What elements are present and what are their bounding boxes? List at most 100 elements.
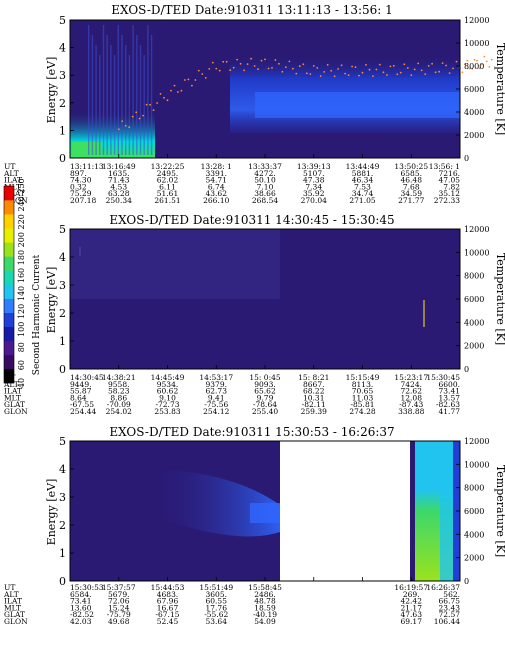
table-cell: 15:44:53 — [151, 583, 185, 592]
table-cell: 13.57 — [439, 393, 461, 402]
table-cell: 15:23:17 — [394, 373, 428, 382]
panel-3-right-cyan — [440, 441, 453, 581]
temperature-point — [473, 58, 476, 61]
energy-tick-label: 3 — [59, 69, 66, 82]
temperature-point — [267, 67, 270, 70]
table-cell: 253.83 — [154, 407, 180, 416]
table-cell: 48.78 — [254, 597, 276, 606]
temperature-point — [292, 67, 294, 70]
temperature-point — [488, 66, 491, 68]
panel-1-info-table: UTALTILATMLTGLATGLON13:11:13897.74.300.3… — [3, 162, 460, 205]
table-cell: 72.62 — [401, 387, 423, 396]
temperature-point — [131, 115, 134, 118]
table-cell: 7.82 — [443, 182, 460, 191]
table-row-label: GLON — [4, 196, 28, 205]
panel-2-info-table: UTALTILATMLTGLATGLON14:30:459449.55.878.… — [3, 373, 460, 416]
temperature-tick-label: 2000 — [464, 342, 484, 351]
table-cell: 9449. — [70, 380, 91, 389]
table-cell: 74.30 — [70, 176, 92, 185]
energy-tick-label: 4 — [59, 42, 66, 55]
table-cell: 13.60 — [70, 603, 92, 612]
temperature-point — [253, 65, 256, 67]
energy-stripe — [132, 25, 134, 155]
table-cell: 3605. — [206, 590, 227, 599]
colorbar-ticks: 40 60 80 100 120 140 160 180 200 220 240 250 — [17, 178, 26, 388]
temperature-point — [285, 66, 287, 68]
energy-stripe — [128, 55, 131, 155]
table-cell: 47.05 — [439, 176, 461, 185]
table-cell: 9093. — [254, 380, 275, 389]
table-cell: 7.53 — [354, 182, 371, 191]
temperature-point — [121, 120, 124, 122]
colorbar-tick-label: 40 — [17, 378, 26, 388]
table-cell: 23.43 — [439, 603, 461, 612]
temperature-point — [211, 61, 214, 64]
temperature-point — [246, 63, 249, 65]
table-cell: 69.17 — [401, 617, 423, 626]
temperature-point — [375, 68, 378, 71]
colorbar-tick-label: 250 — [17, 178, 26, 193]
table-cell: 13:44:49 — [346, 162, 380, 171]
temperature-point — [445, 64, 447, 67]
panel-1-band-core — [255, 92, 460, 118]
temperature-point — [274, 59, 277, 61]
temperature-point — [468, 67, 471, 70]
temperature-tick-label: 8000 — [464, 484, 484, 493]
panel-2-faint-region — [70, 229, 280, 299]
temperature-point — [396, 73, 399, 76]
temperature-tick-label: 0 — [464, 154, 469, 163]
table-cell: 16:26:37 — [426, 583, 460, 592]
panel-2-ylabel: Energy [eV] — [45, 267, 58, 334]
energy-stripe — [143, 55, 145, 155]
table-cell: 62.73 — [206, 387, 228, 396]
table-cell: 13:22:25 — [151, 162, 185, 171]
temperature-point — [194, 79, 197, 81]
temperature-tick-label: 0 — [464, 365, 469, 374]
colorbar-cell — [4, 354, 14, 370]
temperature-tick-label: 4000 — [464, 108, 484, 117]
table-cell: 52.45 — [157, 617, 179, 626]
table-cell: 62.02 — [157, 176, 179, 185]
temperature-point — [197, 69, 200, 72]
temperature-point — [340, 64, 343, 67]
table-row-label: MLT — [4, 603, 21, 612]
panel-2-title: EXOS-D/TED Date:910311 14:30:45 - 15:30:… — [109, 213, 394, 227]
panel-3: EXOS-D/TED Date:910311 15:30:53 - 16:26:… — [3, 425, 505, 626]
temperature-point — [389, 65, 392, 68]
temperature-tick-label: 12000 — [464, 16, 489, 25]
table-row-label: ILAT — [4, 387, 22, 396]
table-cell: 49.68 — [108, 617, 130, 626]
temperature-point — [204, 77, 207, 79]
table-cell: 47.38 — [303, 176, 325, 185]
temperature-point — [466, 59, 469, 62]
colorbar-cell — [4, 270, 14, 285]
table-cell: 15.24 — [108, 603, 130, 612]
temperature-point — [135, 111, 138, 114]
energy-tick-label: 0 — [59, 152, 66, 165]
table-cell: 270.04 — [301, 196, 327, 205]
colorbar-tick-label: 180 — [17, 250, 26, 265]
table-cell: 266.10 — [203, 196, 229, 205]
temperature-point — [166, 99, 169, 102]
panel-1-low-energy-core — [72, 142, 102, 158]
colorbar-cells — [4, 186, 14, 384]
table-cell: 60.62 — [157, 387, 179, 396]
temperature-point — [448, 72, 451, 74]
table-cell: 9.10 — [159, 393, 176, 402]
table-cell: 13:33:37 — [248, 162, 282, 171]
table-cell: 9379. — [206, 380, 227, 389]
temperature-tick-label: 4000 — [464, 530, 484, 539]
temperature-point — [431, 62, 433, 65]
table-cell: 16.67 — [157, 603, 179, 612]
table-cell: 8.64 — [70, 393, 87, 402]
energy-stripe — [106, 35, 108, 155]
table-cell: 55.87 — [70, 387, 92, 396]
temperature-point — [236, 58, 239, 61]
temperature-point — [257, 68, 259, 71]
colorbar-cell — [4, 326, 14, 342]
temperature-tick-label: 2000 — [464, 131, 484, 140]
colorbar-label: Second Harmonic Current — [32, 254, 42, 375]
panel-1: EXOS-D/TED Date:910311 13:11:13 - 13:56:… — [3, 3, 505, 205]
table-cell: -55.62 — [204, 610, 228, 619]
table-row-label: GLON — [4, 407, 28, 416]
